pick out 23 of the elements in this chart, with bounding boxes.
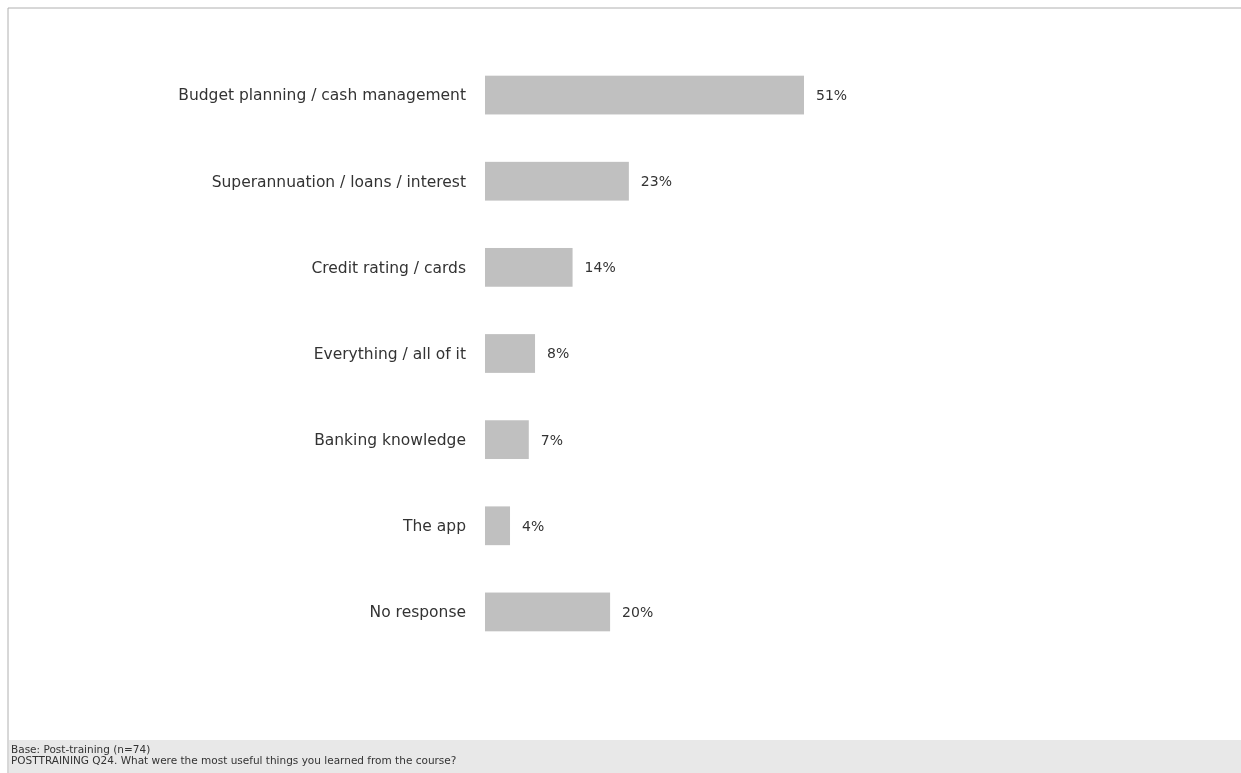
- data-label: 23%: [640, 173, 672, 190]
- y-tick-label: Budget planning / cash management: [178, 86, 466, 105]
- bar: [485, 506, 511, 546]
- data-label: 51%: [816, 86, 848, 103]
- bar: [485, 247, 573, 287]
- bar: [485, 75, 804, 115]
- data-label: 20%: [622, 603, 654, 620]
- text: Base: Post-training (n=74): [11, 743, 151, 755]
- data-label: 8%: [547, 345, 570, 362]
- data-label: 7%: [540, 431, 563, 448]
- y-tick-label: Banking knowledge: [314, 431, 466, 450]
- y-tick-label: No response: [369, 603, 466, 622]
- bar: [485, 592, 611, 632]
- y-tick-label: The app: [402, 517, 466, 536]
- y-tick-label: Superannuation / loans / interest: [211, 172, 466, 191]
- bar: [485, 161, 629, 201]
- y-tick-label: Everything / all of it: [313, 344, 466, 363]
- bar: [485, 334, 536, 373]
- data-label: 14%: [584, 259, 616, 276]
- text: POSTTRAINING Q24. What were the most useful things you learned from the course?: [11, 754, 457, 766]
- data-label: 4%: [522, 517, 545, 534]
- bar: [485, 420, 529, 460]
- y-tick-label: Credit rating / cards: [311, 258, 466, 277]
